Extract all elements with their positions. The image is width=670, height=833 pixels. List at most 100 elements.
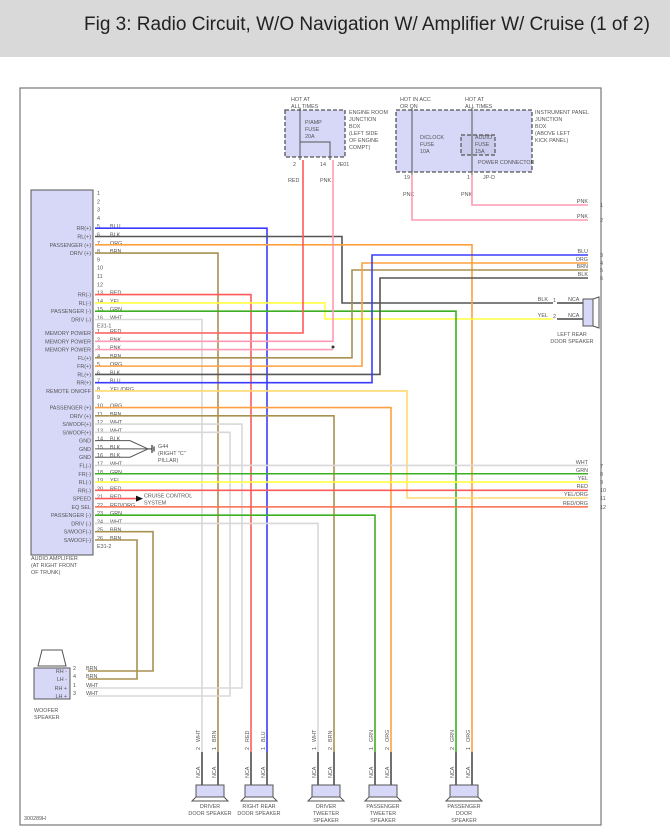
pin-number: 24 — [97, 519, 103, 525]
speaker-label: DRIVER — [316, 804, 336, 810]
speaker-label: TWEETER — [313, 811, 339, 817]
pin-number: 10 — [97, 404, 103, 410]
pin-function: RL(+) — [77, 372, 91, 378]
figure-id: 300289H — [24, 816, 46, 822]
diagram-border — [19, 87, 602, 826]
pin-function: REMOTE ON/OFF — [46, 389, 92, 395]
woofer-pin-label: RH - — [56, 669, 67, 675]
wire-color-label: PNK — [110, 346, 121, 352]
wire-color-label: WHT — [86, 691, 99, 697]
wire-pnk — [95, 160, 334, 343]
output-wire-label: BRN — [577, 264, 588, 270]
pin-number: 2 — [328, 747, 334, 750]
pin-number: 9 — [97, 395, 100, 401]
pin-number: 20 — [97, 486, 103, 492]
amplifier-label: AUDIO AMPLIFIER — [31, 556, 78, 562]
speaker-cone-icon — [444, 796, 484, 802]
wire-color-label: RED — [110, 486, 121, 492]
output-wire-label: RED/ORG — [563, 501, 588, 507]
wire-color-label: YEL — [110, 299, 120, 305]
wire-blu — [95, 227, 268, 752]
pin-number: 17 — [97, 461, 103, 467]
audio-amplifier-box — [30, 189, 94, 556]
terminal-label: NCA — [466, 766, 472, 778]
pin-number: 14 — [97, 299, 103, 305]
speaker-label: DOOR SPEAKER — [550, 339, 593, 345]
speaker-cone-icon — [592, 296, 600, 329]
junction-box-label: BOX — [535, 124, 547, 130]
pin-function: RR(+) — [76, 226, 91, 232]
junction-box-label: OF ENGINE — [349, 138, 379, 144]
pin-function: RR(-) — [78, 293, 91, 299]
speaker-cone-icon — [37, 649, 67, 667]
figure-title: Fig 3: Radio Circuit, W/O Navigation W/ … — [84, 14, 650, 35]
pin-function: GND — [79, 447, 91, 453]
output-number: 7 — [600, 464, 603, 470]
pin-number: 2 — [73, 666, 76, 672]
pin-function: S/WOOF(-) — [64, 538, 91, 544]
hot-label: ALL TIMES — [291, 104, 319, 110]
wire-brn — [88, 539, 138, 680]
speaker-label: DOOR SPEAKER — [237, 811, 280, 817]
pin-number: 1 — [97, 329, 100, 335]
wire-color-label: RED — [110, 329, 121, 335]
wire-yel/org — [95, 390, 588, 499]
wire-color-label: WHT — [110, 420, 123, 426]
pin-number: 5 — [97, 224, 100, 230]
pin-number: 2 — [245, 747, 251, 750]
pin-number: 1 — [466, 747, 472, 750]
junction-box-label: JUNCTION — [349, 117, 376, 123]
output-wire-label: GRN — [576, 468, 588, 474]
wire-color-label: RED — [288, 178, 299, 184]
wire-brn — [95, 269, 588, 359]
wire-brn — [95, 414, 335, 752]
pin-number: 3 — [97, 346, 100, 352]
wire-color-label: WHT — [110, 519, 123, 525]
wire-color-label: ORG — [110, 362, 122, 368]
hot-label: HOT AT — [465, 97, 485, 103]
wire-color-label: RED/ORG — [110, 503, 135, 509]
output-wire-label: ORG — [576, 257, 588, 263]
amplifier-label: OF TRUNK) — [31, 570, 60, 576]
wire-color-label: WHT — [86, 683, 99, 689]
wire-wht — [95, 318, 203, 752]
pin-number: 19 — [97, 478, 103, 484]
speaker-body — [311, 784, 341, 798]
wire-blk — [95, 277, 588, 376]
output-number: 5 — [600, 268, 603, 274]
wire-color-label: PNK — [110, 337, 121, 343]
wire-color-label: WHT — [110, 428, 123, 434]
pin-number: 2 — [293, 162, 296, 168]
pin-number: 16 — [97, 453, 103, 459]
output-number: 6 — [600, 276, 603, 282]
terminal-label: NCA — [369, 766, 375, 778]
pin-number: 2 — [553, 314, 556, 320]
pin-number: 2 — [450, 747, 456, 750]
terminal-label: NCA — [568, 297, 580, 303]
pin-number: 6 — [97, 233, 100, 239]
output-wire-label: YEL — [578, 476, 588, 482]
wire-red — [95, 293, 252, 752]
output-wire-label: BLU — [578, 249, 589, 255]
pin-number: 2 — [385, 747, 391, 750]
wire-color-label: BRN — [212, 731, 218, 742]
pin-number: 1 — [467, 175, 470, 181]
pin-function: FL(+) — [78, 356, 91, 362]
pin-function: PASSENGER (-) — [51, 513, 91, 519]
pin-number: 15 — [97, 307, 103, 313]
pin-function: GND — [79, 455, 91, 461]
pin-function: RR(-) — [78, 488, 91, 494]
pin-function: PASSENGER (-) — [51, 309, 91, 315]
ground-label: G44 — [158, 444, 168, 450]
terminal-label: NCA — [212, 766, 218, 778]
wire-color-label: BLU — [110, 379, 121, 385]
wire-color-label: YEL/ORG — [110, 387, 134, 393]
pin-number: 11 — [97, 274, 103, 280]
wire-org — [95, 244, 473, 752]
wire-color-label: WHT — [312, 729, 318, 742]
woofer-label: SPEAKER — [34, 715, 60, 721]
pin-function: DRIV (-) — [71, 318, 91, 324]
pin-function: PASSENGER (+) — [50, 243, 92, 249]
wire-color-label: BRN — [86, 666, 97, 672]
